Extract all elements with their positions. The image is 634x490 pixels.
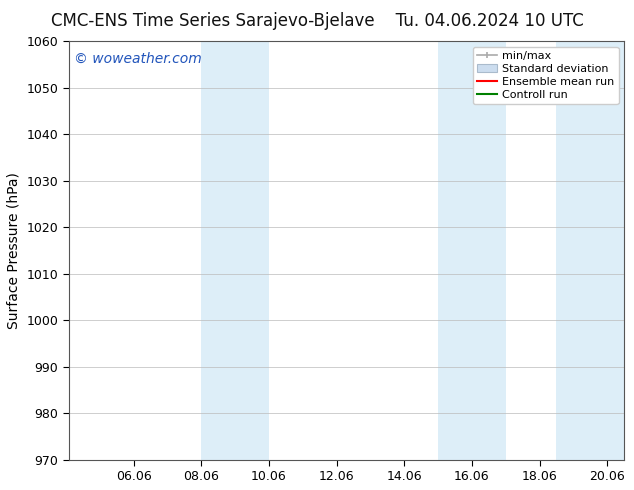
Text: © woweather.com: © woweather.com (74, 52, 202, 66)
Legend: min/max, Standard deviation, Ensemble mean run, Controll run: min/max, Standard deviation, Ensemble me… (473, 47, 619, 104)
Bar (438, 41, 506, 460)
Bar (202, 41, 269, 460)
Text: CMC-ENS Time Series Sarajevo-Bjelave    Tu. 04.06.2024 10 UTC: CMC-ENS Time Series Sarajevo-Bjelave Tu.… (51, 12, 583, 30)
Y-axis label: Surface Pressure (hPa): Surface Pressure (hPa) (7, 172, 21, 329)
Bar (557, 41, 634, 460)
